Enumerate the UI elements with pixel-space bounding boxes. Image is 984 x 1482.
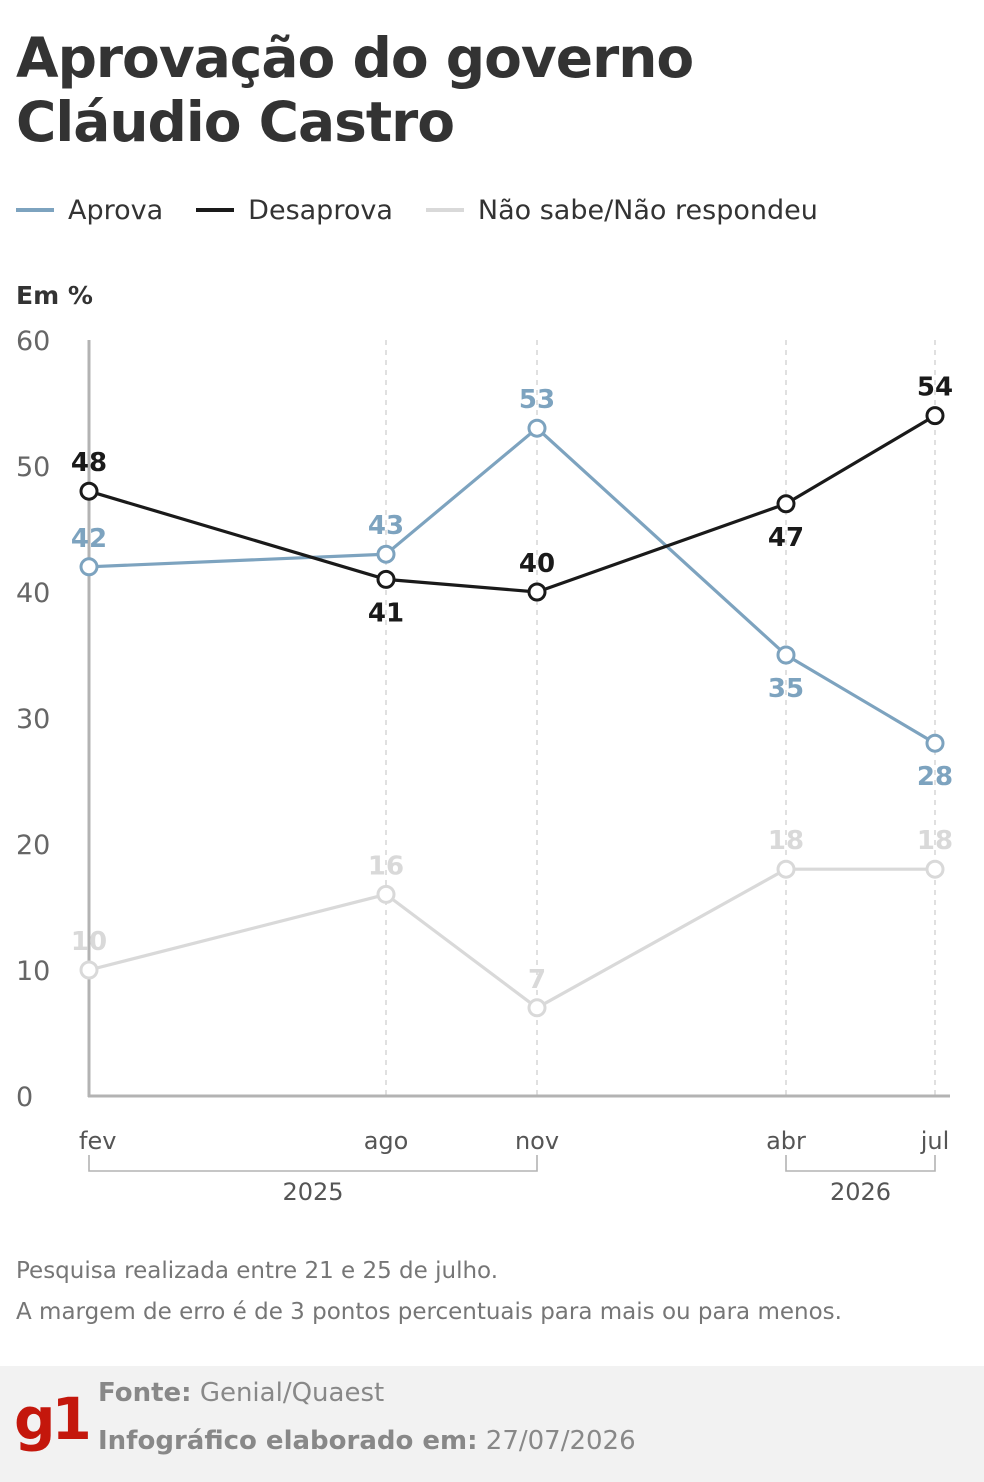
data-point-aprova: [376, 544, 396, 564]
x-tick-label: abr: [766, 1127, 806, 1155]
data-label-aprova: 42: [71, 524, 107, 554]
source-line: Fonte: Genial/Quaest: [98, 1378, 384, 1408]
made-label: Infográfico elaborado em:: [98, 1426, 478, 1456]
source-value: Genial/Quaest: [199, 1378, 385, 1408]
margin-of-error-note: A margem de erro é de 3 pontos percentua…: [16, 1299, 842, 1325]
data-label-nao-sabe: 16: [368, 851, 404, 881]
data-point-aprova: [79, 557, 99, 577]
y-tick-label: 30: [16, 704, 50, 735]
data-point-aprova: [776, 645, 796, 665]
data-point-nao-sabe: [376, 884, 396, 904]
chart-legend: Aprova Desaprova Não sabe/Não respondeu: [16, 190, 851, 230]
data-label-desaprova: 48: [71, 448, 107, 478]
data-point-nao-sabe: [925, 859, 945, 879]
data-label-aprova: 28: [917, 762, 953, 792]
y-tick-label: 20: [16, 830, 50, 861]
data-point-desaprova: [376, 569, 396, 589]
series-line-nao-sabe: [88, 867, 935, 1010]
year-bracket-2026: [785, 1155, 936, 1172]
legend-item-desaprova: Desaprova: [196, 195, 393, 226]
legend-item-nao-sabe: Não sabe/Não respondeu: [425, 194, 818, 226]
series-line-desaprova: [88, 414, 936, 594]
chart-title: Aprovação do governo Cláudio Castro: [16, 26, 694, 154]
data-label-aprova: 53: [519, 385, 555, 415]
data-label-nao-sabe: 7: [528, 965, 546, 995]
data-point-nao-sabe: [776, 859, 796, 879]
legend-swatch-desaprova: [196, 208, 235, 212]
x-tick-label: fev: [79, 1127, 116, 1155]
data-point-aprova: [527, 418, 547, 438]
made-date-line: Infográfico elaborado em: 27/07/2026: [98, 1426, 636, 1456]
data-label-nao-sabe: 18: [917, 826, 953, 856]
data-label-aprova: 35: [768, 674, 804, 704]
legend-swatch-nao-sabe: [425, 208, 464, 212]
data-label-aprova: 43: [368, 511, 404, 541]
data-point-desaprova: [79, 481, 99, 501]
data-label-desaprova: 40: [519, 549, 555, 579]
legend-label-nao-sabe: Não sabe/Não respondeu: [477, 194, 818, 226]
legend-label-desaprova: Desaprova: [248, 194, 393, 226]
data-point-nao-sabe: [527, 998, 547, 1018]
data-point-desaprova: [776, 494, 796, 514]
y-tick-label: 10: [16, 956, 50, 987]
y-tick-label: 50: [16, 452, 50, 483]
data-label-desaprova: 47: [768, 523, 804, 553]
source-label: Fonte:: [98, 1378, 192, 1408]
g1-logo: g1: [14, 1385, 92, 1453]
data-point-desaprova: [527, 582, 547, 602]
x-tick-label: ago: [364, 1127, 409, 1155]
y-tick-label: 40: [16, 578, 50, 609]
data-point-aprova: [925, 733, 945, 753]
made-value: 27/07/2026: [485, 1426, 636, 1456]
legend-swatch-aprova: [16, 208, 54, 212]
legend-label-aprova: Aprova: [68, 194, 164, 226]
x-tick-label: nov: [515, 1127, 559, 1155]
y-tick-label: 60: [16, 326, 50, 357]
data-label-nao-sabe: 18: [768, 826, 804, 856]
data-label-desaprova: 41: [368, 598, 404, 628]
chart-title-line-1: Aprovação do governo: [16, 26, 694, 90]
footer: g1 Fonte: Genial/Quaest Infográfico elab…: [0, 1366, 984, 1482]
year-bracket-2025: [88, 1155, 538, 1172]
survey-period-note: Pesquisa realizada entre 21 e 25 de julh…: [16, 1258, 499, 1284]
y-axis-unit-label: Em %: [16, 281, 93, 310]
chart-title-line-2: Cláudio Castro: [16, 90, 455, 154]
x-tick-label: jul: [920, 1127, 950, 1155]
data-point-nao-sabe: [79, 960, 99, 980]
series-line-aprova: [88, 426, 936, 745]
y-tick-label: 0: [16, 1082, 33, 1113]
data-label-nao-sabe: 10: [71, 927, 107, 957]
year-label: 2025: [282, 1178, 343, 1206]
data-label-desaprova: 54: [917, 373, 953, 403]
line-chart: 0 10 20 30 40 50 60 fev ago nov abr jul 2025 2026 10 16…: [16, 326, 953, 1206]
year-label: 2026: [830, 1178, 891, 1206]
legend-item-aprova: Aprova: [16, 195, 163, 226]
data-point-desaprova: [925, 406, 945, 426]
